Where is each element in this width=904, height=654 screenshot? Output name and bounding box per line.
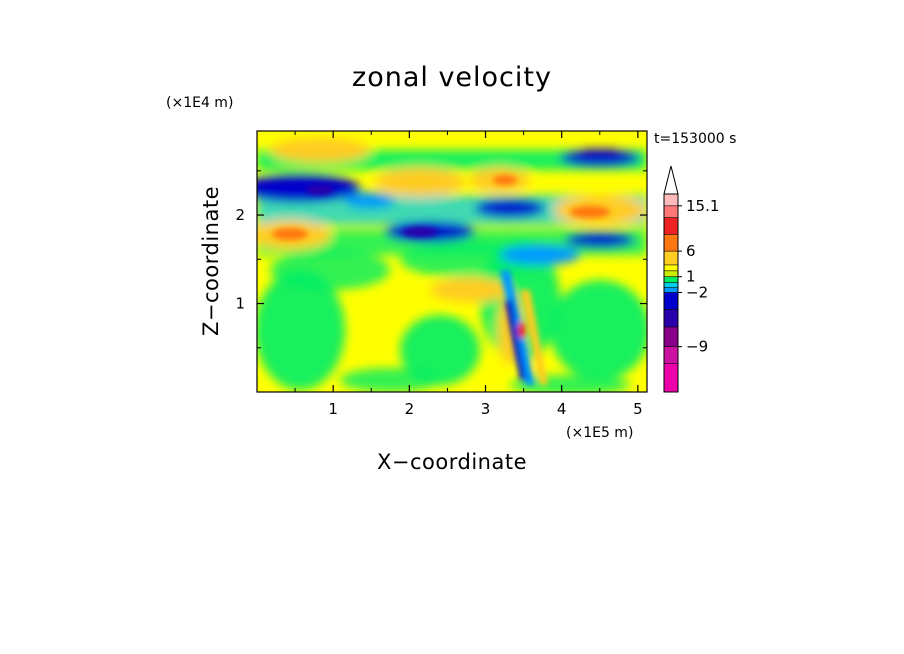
y-tick-label: 2 [235,206,245,224]
colorbar-segment [664,309,678,327]
colorbar-tick-label: −9 [686,338,708,356]
colorbar-segment [664,194,678,206]
colorbar-segment [664,363,678,392]
x-axis-label: X−coordinate [377,450,527,474]
chart-title: zonal velocity [352,62,552,93]
x-tick-label: 3 [481,400,491,418]
colorbar-segment [664,276,678,283]
y-axis: 12 [235,170,647,349]
colorbar-segment [664,282,678,288]
colorbar-tick-label: 6 [686,242,696,260]
colorbar-segment [664,205,678,218]
plot-frame [256,130,648,393]
x-scale-label: (×1E5 m) [566,425,633,441]
y-tick-label: 1 [235,295,245,313]
colorbar: 15.1 6 1−2 −9 [663,165,719,393]
colorbar-segment [664,292,678,310]
colorbar-tick-label: 15.1 [686,197,719,215]
y-axis-label: Z−coordinate [199,186,223,336]
x-axis: 1 2 3 4 5 [294,131,643,418]
colorbar-tick-label: −2 [686,284,708,302]
colorbar-tick-label: 1 [686,268,696,286]
colorbar-segment [664,251,678,265]
colorbar-segment [664,217,678,235]
time-label: t=153000 s [654,131,736,147]
colorbar-segment [664,287,678,293]
x-tick-label: 5 [633,400,643,418]
colorbar-segment [664,326,678,347]
colorbar-segment [664,234,678,252]
colorbar-segment [664,346,678,364]
x-tick-label: 4 [557,400,567,418]
x-tick-label: 2 [405,400,415,418]
colorbar-segment [664,270,678,277]
heatmap-field [257,131,647,392]
x-tick-label: 1 [328,400,338,418]
y-scale-label: (×1E4 m) [166,95,233,111]
colorbar-segment [664,264,678,271]
colorbar-extend-arrow [663,165,679,195]
